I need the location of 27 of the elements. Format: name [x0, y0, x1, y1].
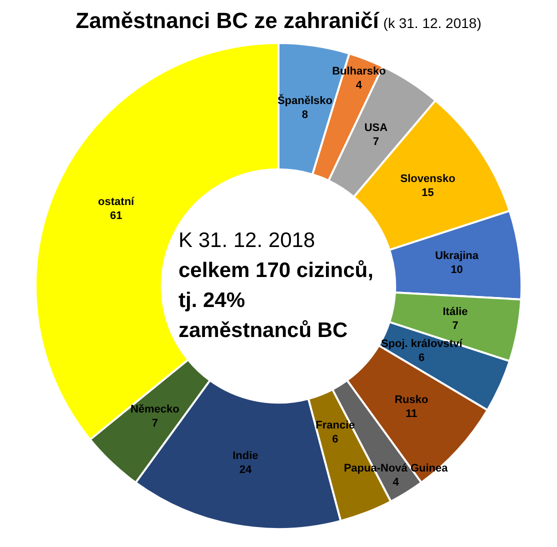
slice-label: Slovensko	[400, 172, 456, 185]
data-label: 10	[450, 264, 463, 276]
data-label: 7	[372, 136, 380, 148]
data-label: 24	[239, 464, 252, 476]
data-label: 4	[356, 79, 363, 92]
data-label: 11	[406, 408, 418, 420]
slice-label: ostatní	[98, 196, 136, 208]
data-label: 7	[452, 320, 458, 332]
data-label: 8	[302, 109, 308, 122]
text: tj. 24%	[178, 288, 246, 312]
data-label: 6	[418, 352, 425, 364]
slice-label: Rusko	[394, 394, 428, 406]
chart-title: Zaměstnanci BC ze zahraničí	[76, 8, 379, 33]
data-label: 15	[422, 186, 434, 199]
chart-subtitle: (k 31. 12. 2018)	[383, 15, 482, 31]
data-label: 6	[332, 434, 338, 446]
slice-label: Indie	[232, 450, 258, 462]
data-label: 7	[152, 418, 158, 430]
text: zaměstnanců BC	[178, 318, 348, 342]
slice-label: Ukrajina	[435, 250, 480, 262]
slice-label: USA	[364, 122, 388, 134]
text: celkem 170 cizinců,	[178, 258, 374, 282]
data-label: 4	[392, 476, 400, 488]
data-label: 61	[110, 210, 122, 222]
slice-label: Německo	[130, 404, 180, 416]
slice-label: Itálie	[442, 306, 468, 318]
text: K 31. 12. 2018	[178, 228, 316, 252]
